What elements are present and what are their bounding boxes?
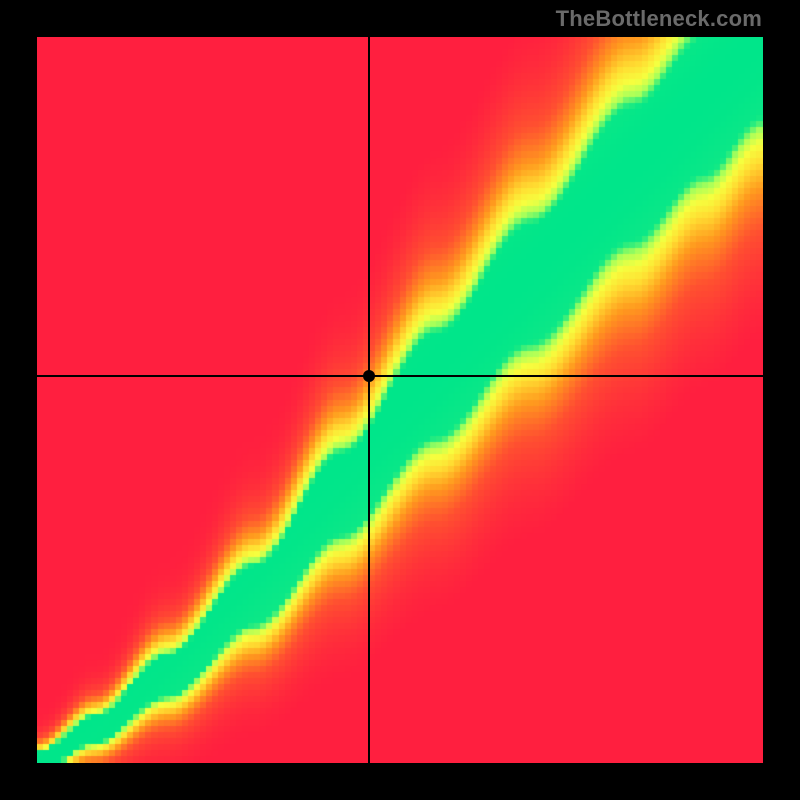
crosshair-vertical	[368, 37, 370, 763]
watermark-text: TheBottleneck.com	[556, 6, 762, 32]
bottleneck-heatmap	[37, 37, 763, 763]
crosshair-horizontal	[37, 375, 763, 377]
crosshair-marker-dot	[363, 370, 375, 382]
